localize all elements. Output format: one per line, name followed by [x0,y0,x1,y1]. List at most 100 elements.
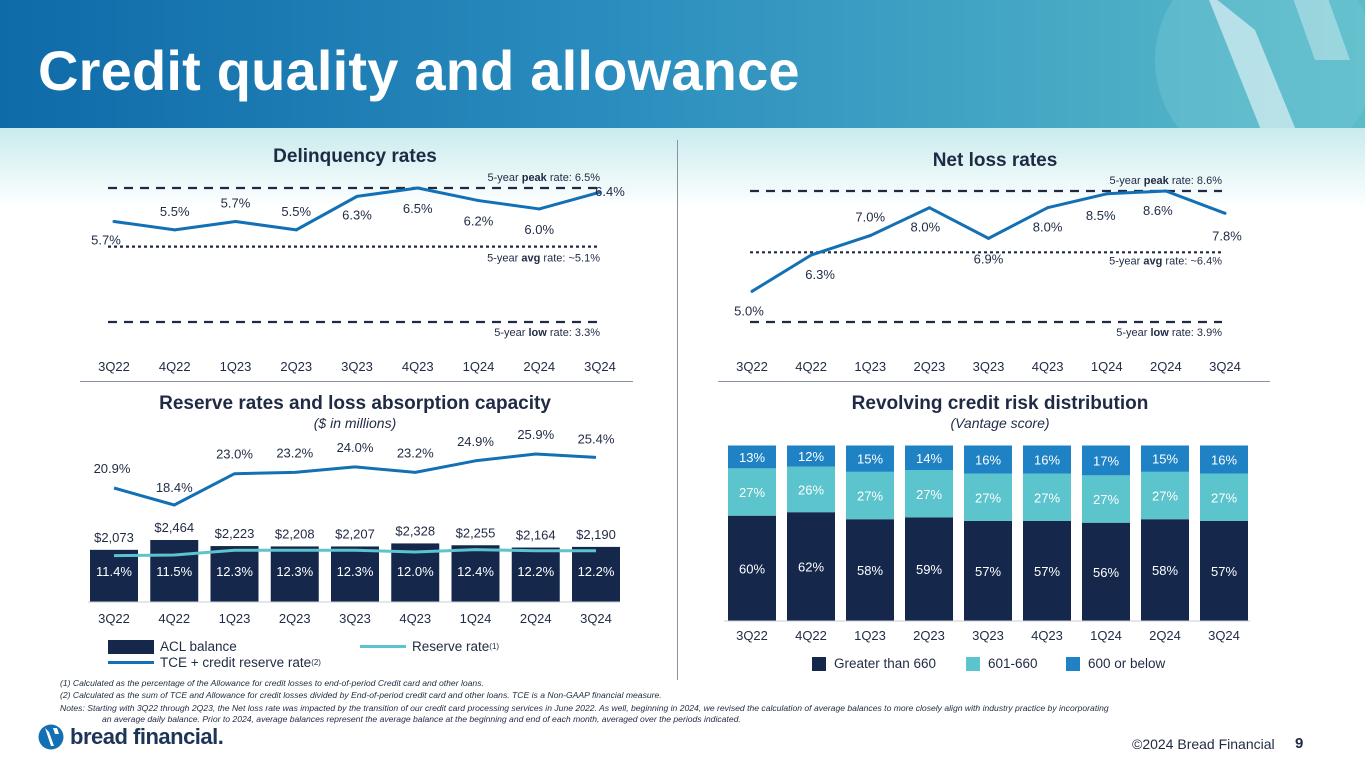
stack-segment [728,445,776,469]
x-tick-label: 3Q23 [972,628,1004,643]
data-point [868,234,872,238]
stack-segment [1023,445,1071,474]
x-tick-label: 2Q23 [279,611,311,626]
gt660-legend-label: Greater than 660 [834,656,937,671]
stack-label: 27% [1093,492,1119,507]
x-tick-label: 3Q23 [973,359,1005,374]
tce-rate-line [113,452,597,507]
stack-label: 59% [916,562,942,577]
acl-bar-label: $2,328 [395,523,435,538]
x-tick-label: 4Q22 [158,611,190,626]
stack-segment [1082,445,1130,476]
reserve-title: Reserve rates and loss absorption capaci… [159,393,551,414]
tce-rate-label: 23.2% [397,445,434,460]
stack-segment [1200,520,1248,621]
data-label: 8.0% [1033,220,1063,235]
reserve-rate-label: 12.3% [276,564,313,579]
x-tick-label: 1Q24 [463,359,495,374]
data-label: 8.0% [911,220,941,235]
tce-legend-sup: (2) [311,658,321,667]
tce-swatch [108,661,154,664]
panel-divider-left [80,381,633,382]
reference-label-low: 5-year low rate: 3.9% [1116,327,1222,339]
data-label: 8.5% [1086,208,1116,223]
reserve-rate-legend-sup: (1) [489,642,500,651]
stack-label: 16% [1034,453,1060,468]
revolving-legend-600: 600 or below [1066,656,1165,671]
stack-segment [787,466,835,513]
reserve-subtitle: ($ in millions) [313,415,397,431]
data-point [234,220,237,223]
acl-bar-label: $2,464 [154,520,194,535]
x-tick-label: 3Q22 [736,359,768,374]
reference-label-avg: 5-year avg rate: ~6.4% [1109,255,1222,267]
stack-segment [1082,475,1130,523]
data-label: 7.8% [1212,228,1242,243]
reserve-rate-label: 12.4% [457,564,494,579]
acl-bar-label: $2,190 [576,527,616,542]
stack-segment [905,517,953,621]
brand-logo: bread financial. [38,724,224,750]
brand-name: bread financial. [70,724,224,749]
page-title: Credit quality and allowance [38,39,800,102]
revolving-legend-601: 601-660 [966,656,1038,671]
reserve-legend-tce: TCE + credit reserve rate (2) [108,655,321,670]
stack-label: 27% [857,489,883,504]
acl-bar [451,545,500,602]
x-tick-label: 1Q23 [854,359,886,374]
reserve-rate-label: 11.4% [96,564,132,579]
stack-segment [1200,445,1248,474]
x-tick-label: 4Q22 [795,628,827,643]
tce-legend-label: TCE + credit reserve rate [160,655,312,670]
reserve-rate-line [113,548,596,558]
data-label: 5.7% [91,233,121,248]
601-swatch [966,656,980,671]
reference-label-avg: 5-year avg rate: ~5.1% [487,253,600,265]
revolving-title: Revolving credit risk distribution [851,393,1149,414]
tce-rate-label: 25.4% [578,431,615,446]
tce-rate-label: 24.0% [337,440,374,455]
data-label: 6.3% [805,267,835,282]
acl-bar [331,546,379,602]
reserve-rate-label: 11.5% [156,564,192,579]
stack-segment [1200,473,1248,521]
acl-bar [572,546,620,602]
acl-bar [270,546,319,602]
header-banner: Credit quality and allowance [0,0,1365,128]
stack-label: 58% [1152,563,1178,578]
x-tick-label: 2Q23 [913,628,945,643]
x-tick-label: 2Q24 [1150,359,1182,374]
acl-bar-label: $2,207 [335,526,375,541]
stack-label: 27% [1034,490,1060,505]
stack-segment [964,520,1012,621]
footnote-notes-cont: an average daily balance. Prior to 2024,… [102,714,741,724]
reserve-rate-swatch [360,645,406,648]
stack-segment [1141,445,1189,472]
stack-label: 13% [739,450,765,465]
x-tick-label: 4Q23 [1032,359,1064,374]
data-point [750,289,754,293]
stack-label: 27% [739,485,765,500]
stack-label: 58% [857,563,883,578]
data-point [809,253,813,257]
stack-label: 62% [798,560,824,575]
reference-label-low: 5-year low rate: 3.3% [494,327,600,339]
600-legend-label: 600 or below [1088,656,1166,671]
data-point [1223,211,1227,215]
x-tick-label: 2Q24 [520,611,552,626]
x-tick-label: 3Q23 [339,611,371,626]
reserve-legend-reserve-rate: Reserve rate (1) [360,639,499,654]
stack-label: 57% [975,564,1001,579]
stack-segment [787,445,835,467]
x-tick-label: 3Q24 [1209,359,1241,374]
x-tick-label: 1Q24 [1090,628,1122,643]
reserve-rate-label: 12.3% [337,564,374,579]
x-tick-label: 4Q22 [795,359,827,374]
601-legend-label: 601-660 [988,656,1038,671]
stack-segment [1023,473,1071,521]
stack-label: 27% [916,487,942,502]
page-number: 9 [1295,735,1304,752]
reserve-rate-label: 12.3% [216,564,253,579]
delinquency-title: Delinquency rates [273,146,437,167]
x-tick-label: 1Q23 [219,611,251,626]
